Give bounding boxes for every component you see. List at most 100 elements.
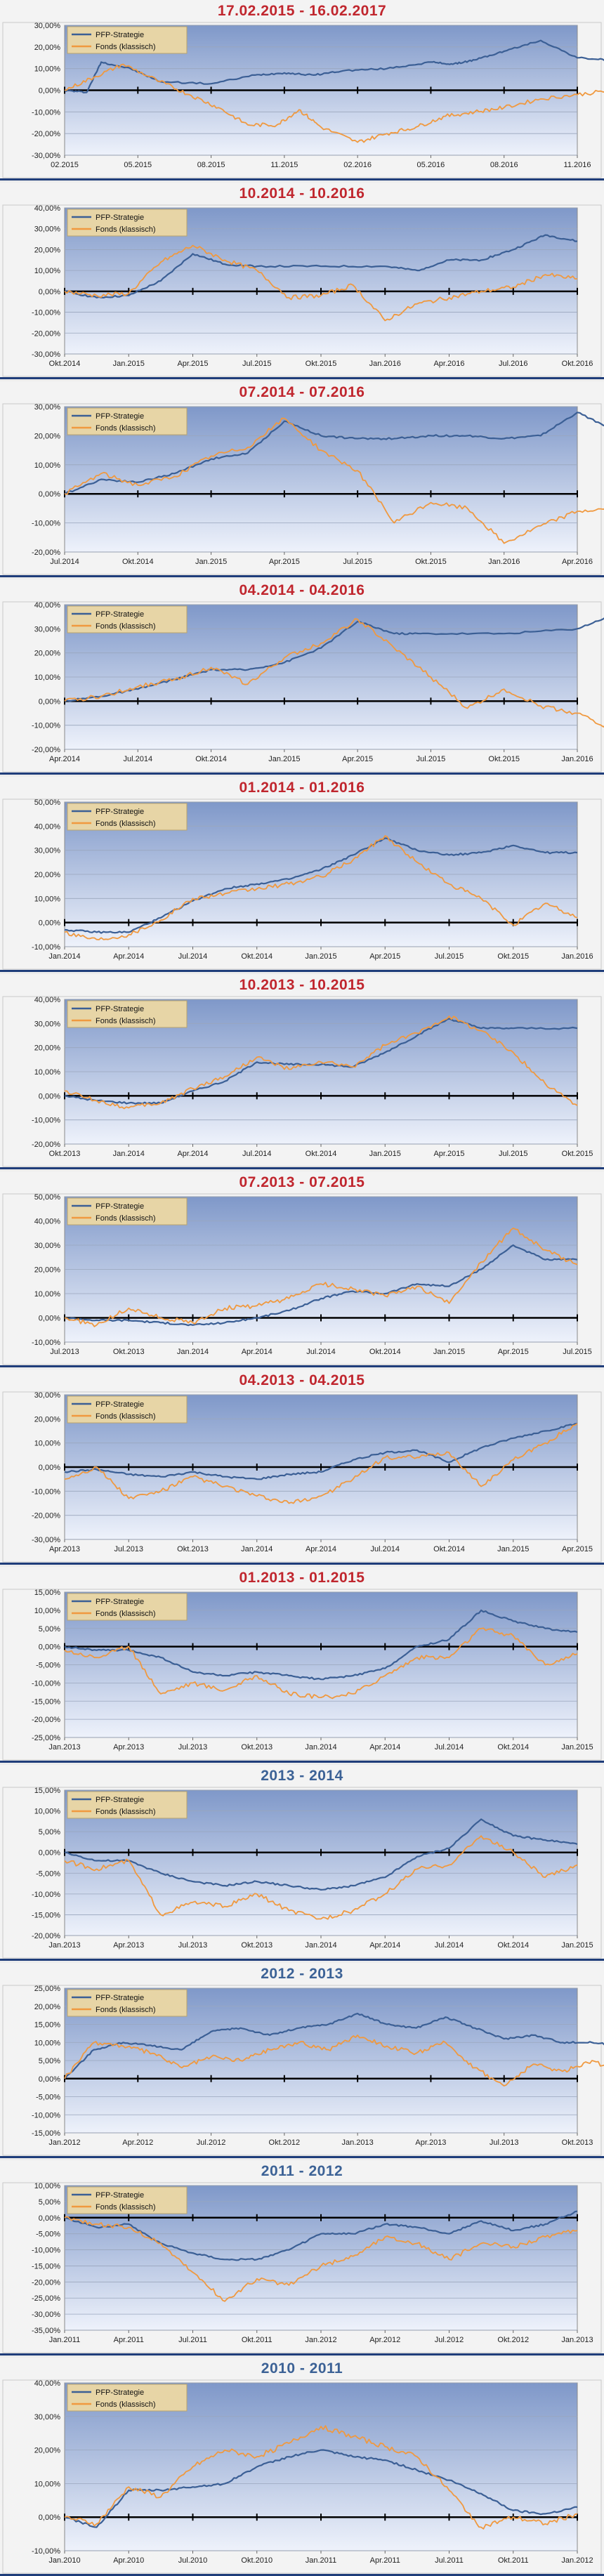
series-line-strategy xyxy=(64,1609,578,1681)
x-tick-label: Apr.2014 xyxy=(369,1941,400,1950)
x-tick-label: Okt.2012 xyxy=(269,2138,301,2147)
y-tick-label: 30,00% xyxy=(34,1242,61,1250)
series-line-fund xyxy=(64,1227,578,1327)
y-tick-label: 10,00% xyxy=(34,65,61,74)
y-tick-label: 30,00% xyxy=(34,1391,61,1400)
y-tick-label: 30,00% xyxy=(34,403,61,412)
x-tick-label: Okt.2014 xyxy=(306,1150,337,1158)
y-tick-label: -10,00% xyxy=(32,2547,60,2556)
chart-svg: 40,00% 30,00% 20,00% 10,00% 0,00% -10,00% -20,… xyxy=(2,996,602,1167)
x-tick-label: Jul.2014 xyxy=(50,558,79,566)
series-line-fund xyxy=(64,1627,578,1700)
y-tick-label: 20,00% xyxy=(34,432,61,440)
y-tick-label: -25,00% xyxy=(32,1734,60,1742)
series-line-fund xyxy=(64,417,604,544)
x-tick-label: Jul.2014 xyxy=(370,1545,400,1553)
legend-label-fund: Fonds (klassisch) xyxy=(96,424,156,433)
x-tick-label: Apr.2014 xyxy=(242,1348,273,1356)
y-tick-label: 20,00% xyxy=(34,1415,61,1424)
chart-panel: 2011 - 2012 10,00% 5,00% 0,00% -5,00% -10,00%… xyxy=(0,2160,604,2355)
chart-svg: 40,00%30,00%20,00%10,00%0,00%-10,00%Jan.… xyxy=(2,2379,602,2574)
legend-label-fund: Fonds (klassisch) xyxy=(96,622,156,631)
y-tick-label: 5,00% xyxy=(39,2057,60,2065)
x-tick-label: Okt.2013 xyxy=(49,1150,81,1158)
y-tick-label: -25,00% xyxy=(32,2294,60,2303)
x-tick-label: Okt.2014 xyxy=(122,558,154,566)
legend-label-fund: Fonds (klassisch) xyxy=(96,2203,156,2212)
y-tick-label: 5,00% xyxy=(39,1625,60,1634)
y-tick-label: -35,00% xyxy=(32,2327,60,2335)
x-tick-label: 02.2016 xyxy=(343,161,372,169)
y-tick-label: -20,00% xyxy=(32,746,60,754)
series-line-fund xyxy=(64,63,604,143)
x-tick-label: Jan.2013 xyxy=(561,2336,593,2344)
x-tick-label: Apr.2013 xyxy=(113,1743,144,1752)
legend-box xyxy=(67,1791,188,1819)
y-tick-label: -5,00% xyxy=(36,1662,60,1670)
x-tick-label: Jul.2014 xyxy=(435,1743,464,1752)
legend-box xyxy=(67,2186,188,2214)
legend: PFP-Strategie Fonds (klassisch) xyxy=(67,1395,188,1424)
x-tick-label: 11.2016 xyxy=(564,161,591,169)
x-tick-label: Okt.2013 xyxy=(113,1348,145,1356)
x-tick-label: Jan.2015 xyxy=(268,755,300,763)
series-line-fund xyxy=(64,835,578,940)
y-tick-label: 40,00% xyxy=(34,601,61,610)
chart-title: 04.2013 - 04.2015 xyxy=(239,1372,365,1388)
legend-label-fund: Fonds (klassisch) xyxy=(96,1808,156,1816)
x-tick-label: Jul.2013 xyxy=(178,1941,208,1950)
x-tick-label: Jan.2015 xyxy=(305,952,336,961)
x-tick-label: Jul.2015 xyxy=(343,558,372,566)
x-tick-label: Apr.2015 xyxy=(269,558,300,566)
y-tick-label: 0,00% xyxy=(39,1643,60,1652)
y-tick-label: -10,00% xyxy=(32,2111,60,2120)
chart-panel: 07.2013 - 07.2015 50,00% 40,00% 30,00% 20,00… xyxy=(0,1171,604,1367)
series-line-fund xyxy=(64,2216,578,2302)
x-tick-label: Jan.2013 xyxy=(342,2138,374,2147)
legend-label-strategy: PFP-Strategie xyxy=(96,1796,144,1804)
x-tick-label: Okt.2014 xyxy=(433,1545,465,1553)
chart-title: 2011 - 2012 xyxy=(261,2163,343,2179)
y-tick-label: -20,00% xyxy=(32,130,60,138)
y-tick-label: 40,00% xyxy=(34,204,61,213)
chart-svg: 15,00% 10,00% 5,00% 0,00% -5,00% -10,00% -15,0… xyxy=(2,1589,602,1761)
legend-label-strategy: PFP-Strategie xyxy=(96,1400,144,1409)
legend-label-fund: Fonds (klassisch) xyxy=(96,225,156,234)
y-tick-label: 30,00% xyxy=(34,1020,61,1028)
y-tick-label: 10,00% xyxy=(34,267,61,275)
x-tick-label: Apr.2015 xyxy=(562,1545,593,1553)
x-tick-label: Jul.2013 xyxy=(178,1743,208,1752)
y-tick-label: 20,00% xyxy=(34,1044,61,1053)
x-tick-label: Okt.2013 xyxy=(562,2138,593,2147)
y-tick-label: -10,00% xyxy=(32,309,60,317)
legend-box xyxy=(67,605,188,633)
chart-title: 04.2014 - 04.2016 xyxy=(239,582,365,598)
x-tick-label: Jan.2015 xyxy=(113,360,145,368)
y-tick-label: -10,00% xyxy=(32,1891,60,1899)
x-tick-label: Jul.2013 xyxy=(50,1348,79,1356)
y-tick-label: -20,00% xyxy=(32,1141,60,1149)
x-tick-label: Jul.2014 xyxy=(123,755,152,763)
x-tick-label: Jul.2015 xyxy=(416,755,446,763)
x-tick-label: Apr.2014 xyxy=(113,952,144,961)
y-tick-label: 0,00% xyxy=(39,2513,60,2522)
chart-title: 2012 - 2013 xyxy=(261,1966,343,1982)
legend: PFP-Strategie Fonds (klassisch) xyxy=(67,26,188,54)
legend-label-fund: Fonds (klassisch) xyxy=(96,2400,156,2409)
y-tick-label: 20,00% xyxy=(34,246,61,254)
y-tick-label: 50,00% xyxy=(34,799,61,807)
chart-svg: 30,00% 20,00% 10,00% 0,00% -10,00% -20,00% -30… xyxy=(2,1391,602,1563)
y-tick-label: -30,00% xyxy=(32,152,60,160)
x-tick-label: Apr.2014 xyxy=(49,755,80,763)
x-tick-label: Apr.2011 xyxy=(370,2556,400,2565)
legend-box xyxy=(67,26,188,54)
series-line-fund xyxy=(64,1423,578,1504)
y-tick-label: 0,00% xyxy=(39,1464,60,1472)
y-tick-label: -5,00% xyxy=(36,1869,60,1878)
chart-frame xyxy=(2,1391,602,1563)
legend: PFP-Strategie Fonds (klassisch) xyxy=(67,1791,188,1819)
y-tick-label: -15,00% xyxy=(32,1911,60,1919)
x-tick-label: Jan.2015 xyxy=(195,558,227,566)
y-tick-label: 15,00% xyxy=(34,1787,61,1795)
legend-box xyxy=(67,803,188,831)
